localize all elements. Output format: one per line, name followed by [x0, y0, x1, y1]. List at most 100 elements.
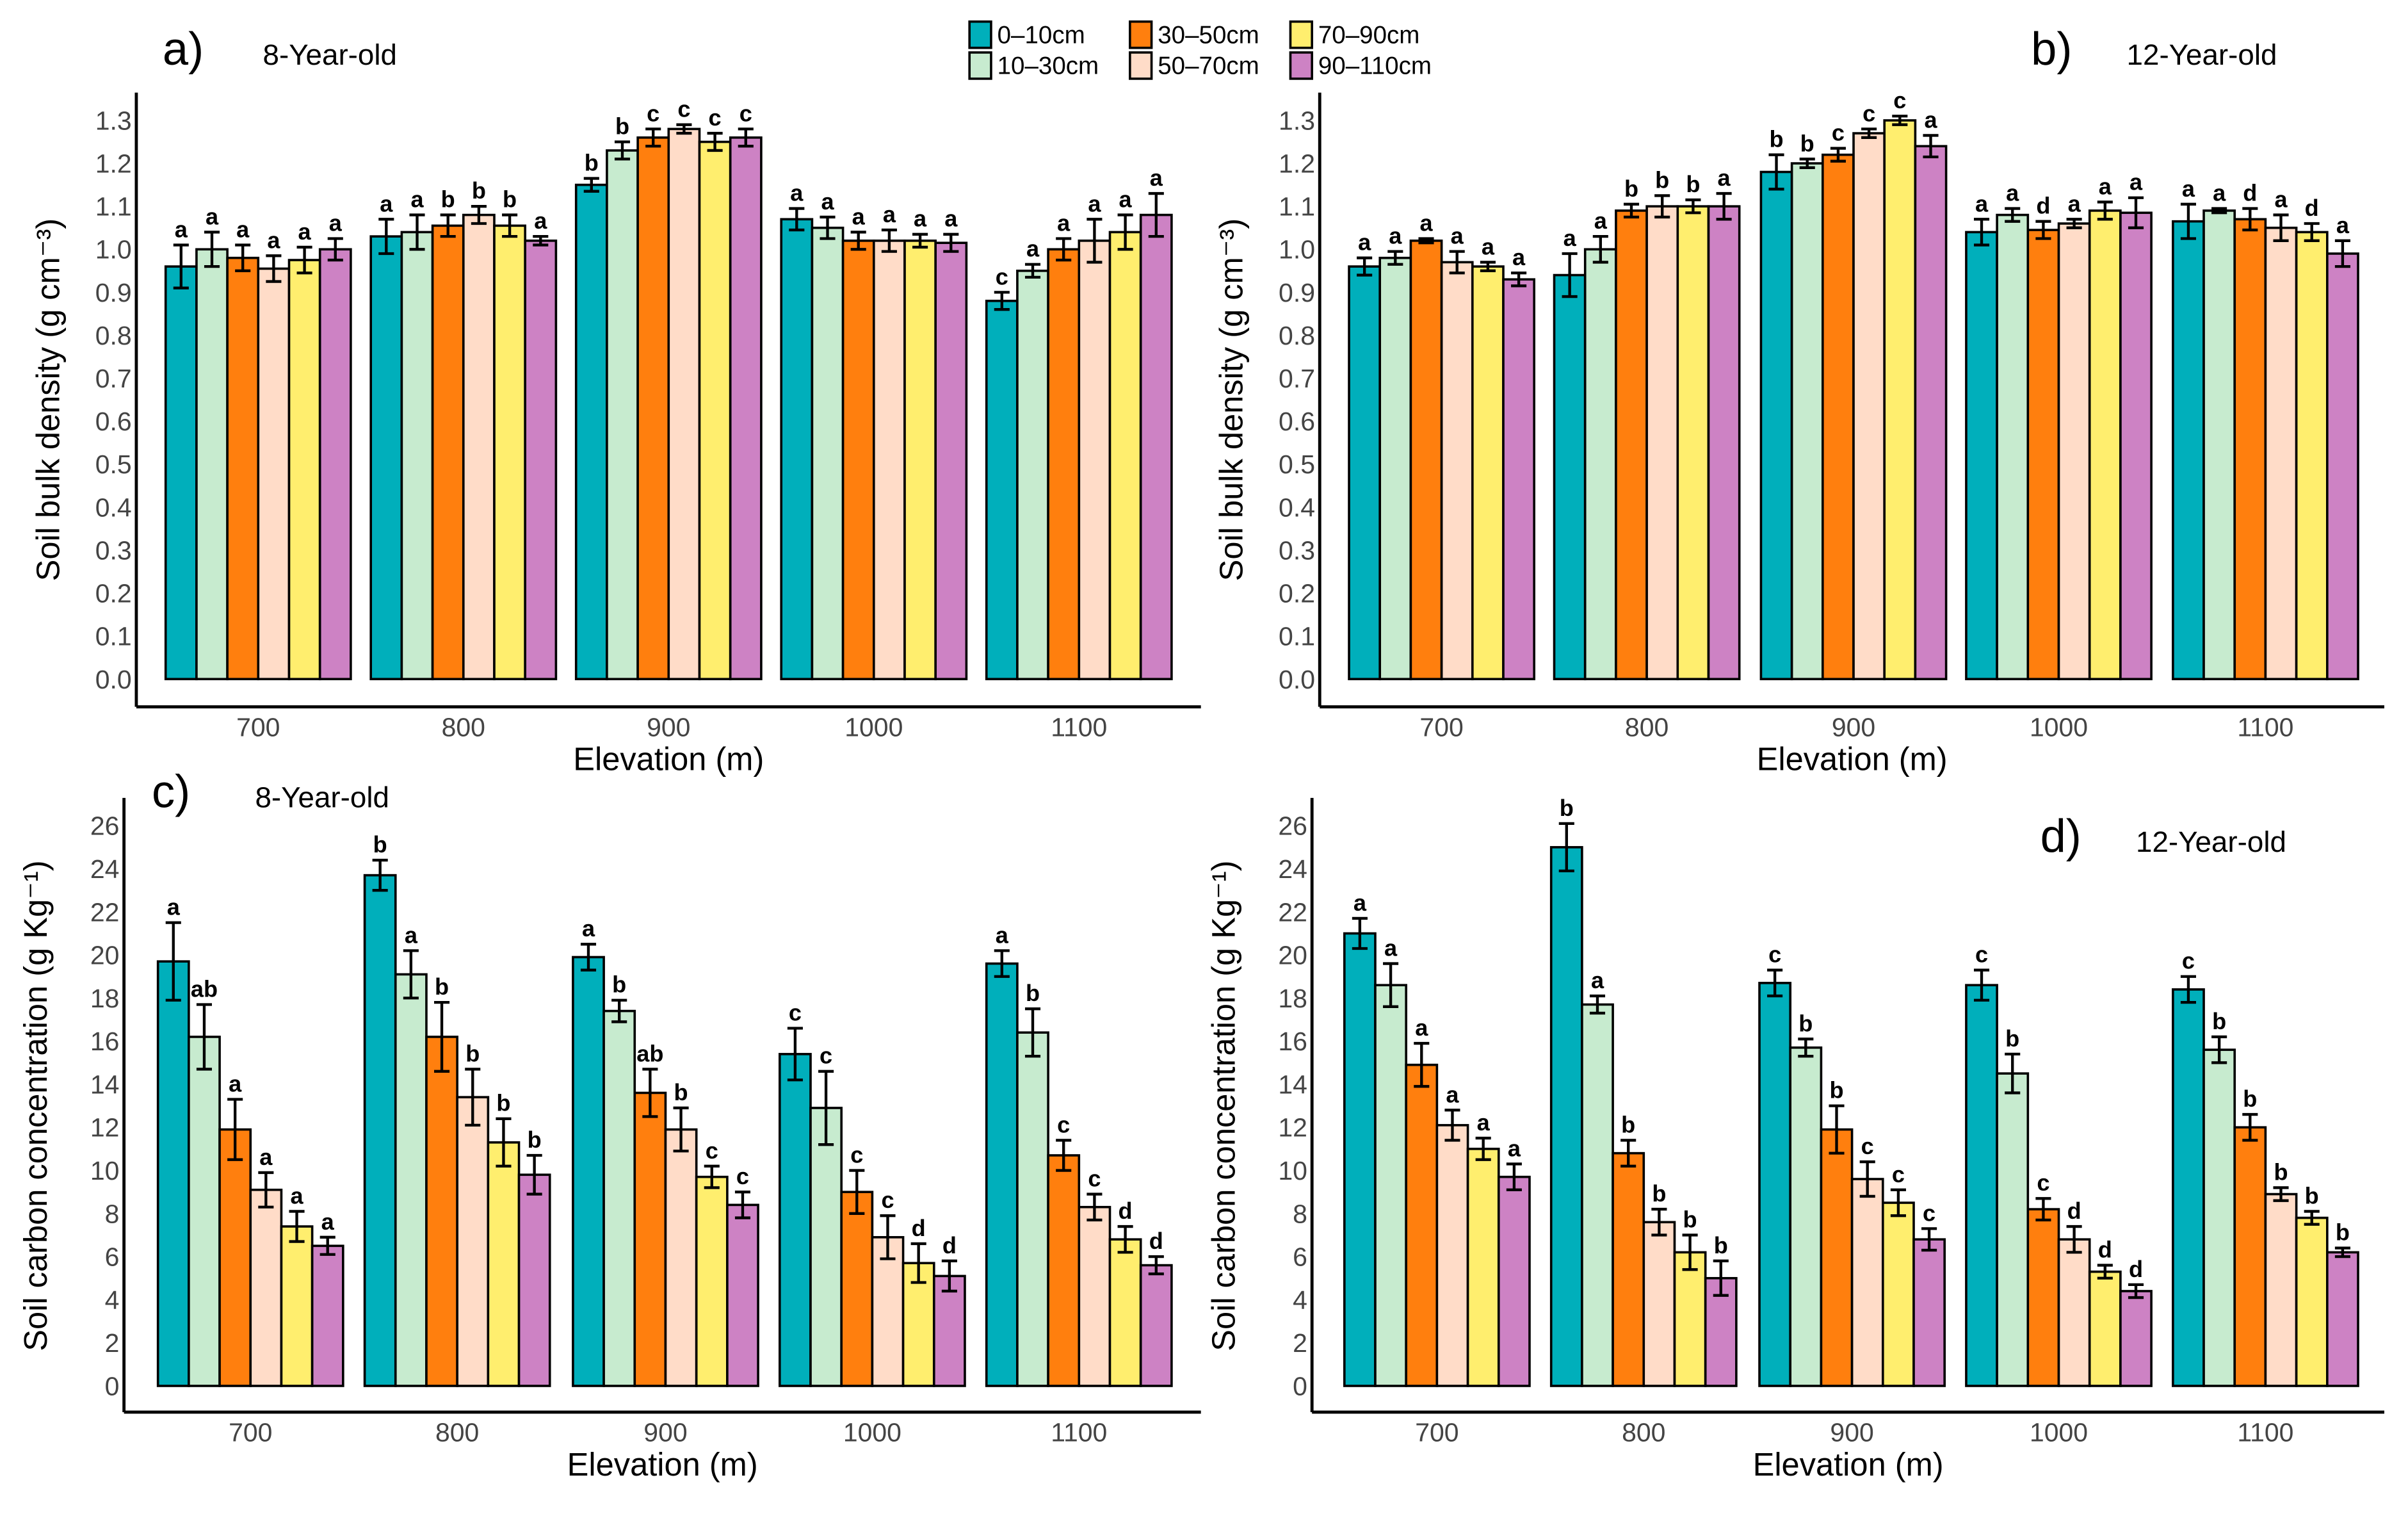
significance-letter: c [739, 100, 752, 126]
bar [1435, 1124, 1469, 1387]
legend-swatch [968, 20, 992, 49]
significance-letter: a [2006, 179, 2019, 206]
y-tick-label: 18 [1278, 984, 1307, 1013]
x-tick-label: 1100 [1051, 712, 1107, 742]
bar [1612, 1152, 1645, 1387]
significance-letter: c [1861, 1133, 1874, 1159]
bar [636, 136, 670, 681]
significance-letter: a [1564, 225, 1577, 251]
bar [1078, 1205, 1111, 1387]
bar [1583, 248, 1617, 681]
x-axis-title: Elevation (m) [567, 1446, 758, 1483]
significance-letter: a [321, 1209, 335, 1235]
significance-letter: a [1512, 244, 1526, 270]
bar [431, 224, 465, 681]
significance-letter: a [236, 216, 250, 243]
significance-letter: b [1683, 1206, 1697, 1232]
x-axis-title: Elevation (m) [573, 740, 764, 777]
significance-letter: b [1624, 175, 1638, 202]
bar [164, 265, 198, 681]
bar [1707, 205, 1741, 681]
bar [195, 248, 229, 681]
significance-letter: c [709, 104, 722, 131]
y-tick-label: 16 [1278, 1027, 1307, 1056]
bar [1965, 984, 1998, 1387]
legend-swatch [1129, 51, 1153, 80]
y-tick-label: 1.1 [95, 192, 132, 222]
bar [871, 1236, 905, 1387]
significance-letter: b [496, 1090, 510, 1116]
bar [1378, 256, 1412, 681]
significance-letter: a [175, 216, 188, 243]
bar [1852, 132, 1886, 681]
significance-letter: b [503, 186, 517, 213]
significance-letter: a [1477, 1109, 1491, 1136]
significance-letter: b [1560, 795, 1574, 821]
bar [698, 140, 732, 681]
significance-letter: a [2213, 179, 2226, 206]
bar [1016, 270, 1049, 681]
significance-letter: b [1800, 130, 1814, 156]
significance-letter: d [2098, 1237, 2112, 1263]
significance-letter: d [2243, 179, 2257, 206]
y-tick-label: 0.2 [1279, 579, 1315, 608]
significance-letter: a [1508, 1135, 1521, 1161]
y-tick-label: 0 [105, 1371, 120, 1401]
bar [2057, 1238, 2091, 1387]
significance-letter: a [1150, 165, 1163, 191]
bar [1549, 846, 1583, 1387]
significance-letter: a [2336, 212, 2350, 238]
bar [1996, 213, 2030, 681]
bar [1789, 1046, 1823, 1387]
significance-letter: b [585, 150, 599, 176]
significance-letter: b [2274, 1159, 2288, 1185]
bar [1108, 1238, 1142, 1387]
y-tick-label: 0.5 [1279, 450, 1315, 479]
significance-letter: a [229, 1070, 242, 1096]
significance-letter: a [1088, 190, 1101, 216]
bar [1581, 1003, 1614, 1387]
significance-letter: c [1893, 87, 1906, 113]
significance-letter: b [1714, 1232, 1728, 1258]
y-axis-title: Soil bulk density (g cm⁻³) [1213, 218, 1250, 582]
bar [425, 1036, 458, 1387]
significance-letter: a [996, 922, 1009, 948]
bar [1820, 1128, 1854, 1387]
significance-letter: c [1892, 1161, 1905, 1187]
significance-letter: d [2067, 1198, 2081, 1224]
significance-letter: a [1975, 190, 1989, 216]
significance-letter: c [1057, 1111, 1070, 1137]
bar [311, 1244, 344, 1387]
y-tick-label: 4 [1293, 1285, 1307, 1315]
significance-letter: a [1057, 209, 1071, 236]
bar [318, 248, 352, 681]
bar [809, 1107, 843, 1387]
y-tick-label: 0.6 [95, 407, 132, 436]
bar [2057, 222, 2091, 681]
y-axis-title: Soil carbon concentration (g Kg⁻¹) [1206, 860, 1242, 1351]
legend-label: 30–50cm [1158, 21, 1259, 49]
significance-letter: b [2243, 1086, 2257, 1112]
bar [2119, 1290, 2153, 1387]
y-tick-label: 8 [1293, 1199, 1307, 1228]
bar [695, 1175, 729, 1387]
bar [1850, 1178, 1884, 1387]
x-tick-label: 700 [236, 712, 280, 742]
bar [811, 226, 844, 681]
significance-letter: a [1119, 186, 1133, 213]
bar [633, 1091, 667, 1387]
significance-letter: d [1119, 1198, 1133, 1224]
bar [1676, 205, 1710, 681]
x-tick-label: 700 [1415, 1418, 1459, 1447]
significance-letter: b [435, 973, 449, 1000]
significance-letter: a [944, 206, 958, 232]
x-tick-label: 700 [229, 1418, 272, 1447]
y-tick-label: 0.4 [1279, 492, 1315, 522]
significance-letter: a [2129, 169, 2143, 195]
bar [1673, 1251, 1707, 1387]
significance-letter: c [647, 100, 659, 126]
bar [2088, 209, 2122, 681]
bar [1615, 209, 1648, 681]
y-tick-label: 8 [105, 1199, 120, 1228]
x-tick-label: 800 [435, 1418, 479, 1447]
